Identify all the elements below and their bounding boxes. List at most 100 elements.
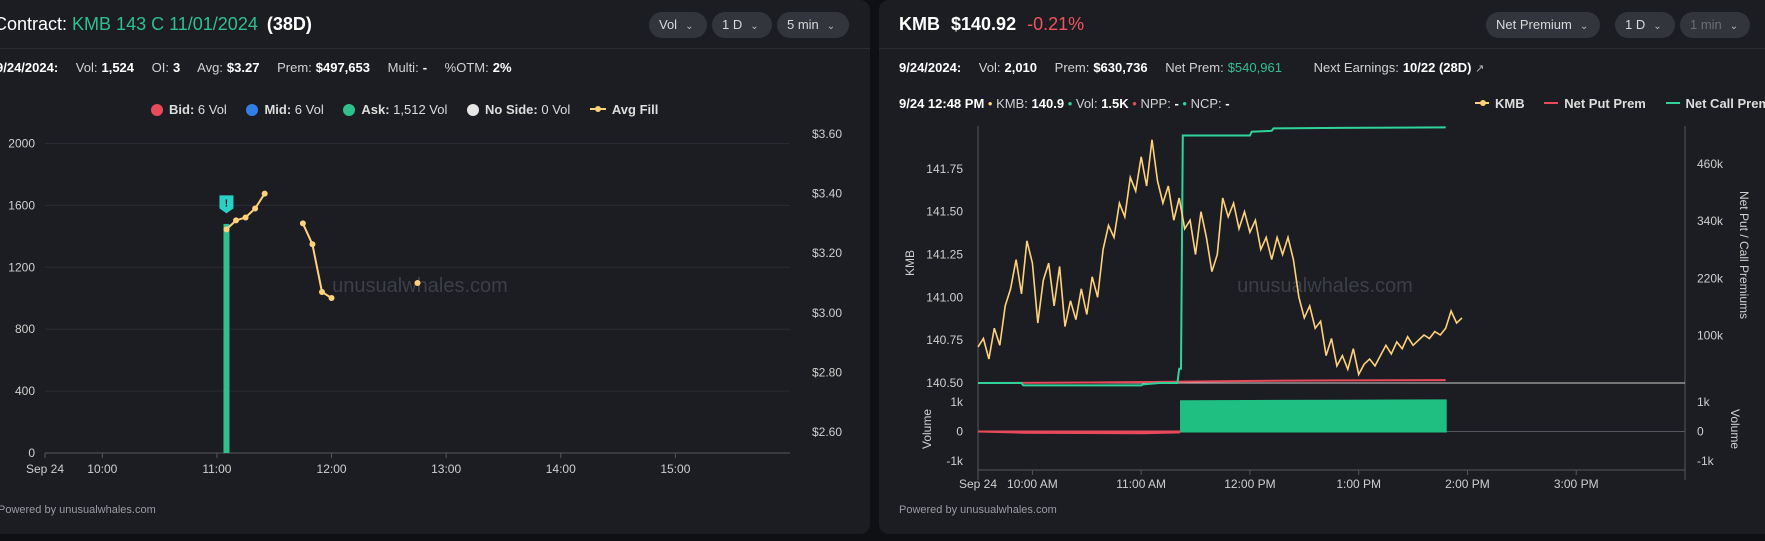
volume-axis-label: Volume <box>1728 409 1742 449</box>
net-premium-chart: unusualwhales.com 140.50 140.75 141.00 141.… <box>903 126 1751 491</box>
range-select[interactable]: 1 D ⌄ <box>1615 12 1675 38</box>
y-tick-label: 140.75 <box>926 333 963 347</box>
footer-powered-by[interactable]: Powered by unusualwhales.com <box>899 504 1057 516</box>
x-tick-label: 15:00 <box>660 462 690 476</box>
net-call-prem-line <box>978 126 1446 387</box>
volume-tick-label: 1k <box>1697 395 1711 409</box>
y2-tick-label: $3.40 <box>812 187 842 201</box>
avg-fill-point <box>233 217 240 224</box>
volume-axis-label: Volume <box>920 409 934 449</box>
y-tick-label: 141.00 <box>926 290 963 304</box>
y2-tick-label: 460k <box>1697 157 1724 171</box>
ticker-price: $140.92 <box>951 14 1017 34</box>
chevron-down-icon: ⌄ <box>826 21 836 32</box>
ask-volume-bar <box>223 223 230 453</box>
ticker-header: KMB $140.92 -0.21% Net Premium ⌄ 1 D ⌄ 1 m… <box>879 0 1765 49</box>
legend-net-put-prem[interactable]: Net Put Prem <box>1544 96 1646 111</box>
avg-fill-point <box>414 280 421 287</box>
x-tick-label: 14:00 <box>546 462 576 476</box>
legend-kmb[interactable]: KMB <box>1475 96 1525 111</box>
y-tick-label: 141.75 <box>926 162 963 176</box>
y-tick-label: 1200 <box>8 260 35 274</box>
watermark: unusualwhales.com <box>332 275 508 297</box>
volume-tick-label: -1k <box>1697 454 1715 468</box>
external-link-icon[interactable]: ↗ <box>1475 63 1485 75</box>
y-tick-label: 2000 <box>8 136 35 150</box>
contract-chart-panel: Contract: KMB 143 C 11/01/2024 (38D) Vol… <box>0 0 870 534</box>
y-tick-label: 0 <box>28 446 35 460</box>
chevron-down-icon: ⌄ <box>1579 21 1589 32</box>
next-earnings[interactable]: Next Earnings: 10/22 (28D) ↗ <box>1313 60 1485 75</box>
legend-avg-fill[interactable]: Avg Fill <box>589 102 658 117</box>
x-tick-label: 10:00 <box>87 462 117 476</box>
legend-ask[interactable]: Ask: 1,512 Vol <box>343 102 447 117</box>
metric-select[interactable]: Vol ⌄ <box>649 12 707 38</box>
contract-dte: (38D) <box>266 14 312 34</box>
net-put-prem-line <box>977 379 1446 384</box>
ticker-stats: 9/24/2024: Vol: 2,010 Prem: $630,736 Net P… <box>899 60 1512 75</box>
x-tick-label: 11:00 AM <box>1116 477 1166 491</box>
legend-bid[interactable]: Bid: 6 Vol <box>151 102 227 117</box>
avg-fill-point <box>328 294 335 301</box>
call-volume-area <box>1179 399 1447 433</box>
avg-fill-point <box>261 190 268 197</box>
ticker-title: KMB $140.92 -0.21% <box>899 14 1084 35</box>
volume-tick-label: 0 <box>956 425 963 439</box>
y-tick-label: 141.25 <box>926 248 963 262</box>
y-tick-label: 141.50 <box>926 205 963 219</box>
chevron-down-icon: ⌄ <box>750 21 759 32</box>
avg-fill-line <box>301 222 333 299</box>
avg-fill-point <box>299 220 306 227</box>
ticker-symbol[interactable]: KMB <box>899 14 940 34</box>
alert-flag-glyph: ! <box>225 198 228 209</box>
premium-legend: KMB Net Put Prem Net Call Prem <box>1475 96 1765 111</box>
legend-no-side[interactable]: No Side: 0 Vol <box>467 102 570 117</box>
y-tick-label: 1600 <box>8 198 35 212</box>
chevron-down-icon: ⌄ <box>1729 21 1739 32</box>
y2-tick-label: 340k <box>1697 214 1724 228</box>
avg-fill-point <box>318 288 325 295</box>
contract-legend: Bid: 6 Vol Mid: 6 Vol Ask: 1,512 Vol No … <box>151 102 674 117</box>
avg-fill-point <box>242 214 249 221</box>
y2-tick-label: $2.60 <box>812 425 842 439</box>
avg-fill-point <box>252 205 259 212</box>
footer-powered-by[interactable]: Powered by unusualwhales.com <box>0 504 156 516</box>
watermark: unusualwhales.com <box>1237 275 1413 297</box>
crosshair-readout: 9/24 12:48 PM • KMB: 140.9 • Vol: 1.5K •… <box>899 96 1230 111</box>
y-tick-label: 140.50 <box>926 376 963 390</box>
contract-title: Contract: KMB 143 C 11/01/2024 (38D) <box>0 14 312 35</box>
x-tick-label: Sep 24 <box>959 477 997 491</box>
kmb-price-line <box>977 139 1463 377</box>
range-select[interactable]: 1 D ⌄ <box>712 12 772 38</box>
y-tick-label: 800 <box>15 322 35 336</box>
x-tick-label: 13:00 <box>431 462 461 476</box>
contract-label: Contract: <box>0 14 68 34</box>
y2-axis-label: Net Put / Call Premiums <box>1737 191 1751 319</box>
y2-tick-label: $3.00 <box>812 306 842 320</box>
contract-volume-chart: unusualwhales.com 0 400 800 1200 1600 2000 $2.… <box>8 127 842 476</box>
avg-fill-point <box>309 241 316 248</box>
x-tick-label: 11:00 <box>202 462 231 476</box>
net-premium-panel: KMB $140.92 -0.21% Net Premium ⌄ 1 D ⌄ 1 m… <box>879 0 1765 534</box>
volume-tick-label: -1k <box>946 454 964 468</box>
volume-tick-label: 1k <box>950 395 964 409</box>
net-premium-select[interactable]: Net Premium ⌄ <box>1486 12 1600 38</box>
x-tick-label: 1:00 PM <box>1336 477 1381 491</box>
put-volume-area <box>977 430 1181 435</box>
interval-select[interactable]: 5 min ⌄ <box>777 12 849 38</box>
contract-symbol[interactable]: KMB 143 C 11/01/2024 <box>72 14 258 34</box>
legend-mid[interactable]: Mid: 6 Vol <box>246 102 324 117</box>
legend-net-call-prem[interactable]: Net Call Prem <box>1665 96 1765 111</box>
x-tick-label: 12:00 PM <box>1224 477 1275 491</box>
y2-tick-label: 220k <box>1697 271 1724 285</box>
x-tick-label: 10:00 AM <box>1007 477 1058 491</box>
interval-select[interactable]: 1 min ⌄ <box>1680 12 1750 38</box>
chevron-down-icon: ⌄ <box>1653 21 1662 32</box>
contract-header: Contract: KMB 143 C 11/01/2024 (38D) Vol… <box>0 0 870 49</box>
x-tick-label: Sep 24 <box>26 462 64 476</box>
x-tick-label: 12:00 <box>317 462 347 476</box>
y2-tick-label: $3.60 <box>812 127 842 141</box>
avg-fill-point <box>223 226 230 233</box>
y-tick-label: 400 <box>15 384 35 398</box>
y-axis-label: KMB <box>903 250 917 276</box>
